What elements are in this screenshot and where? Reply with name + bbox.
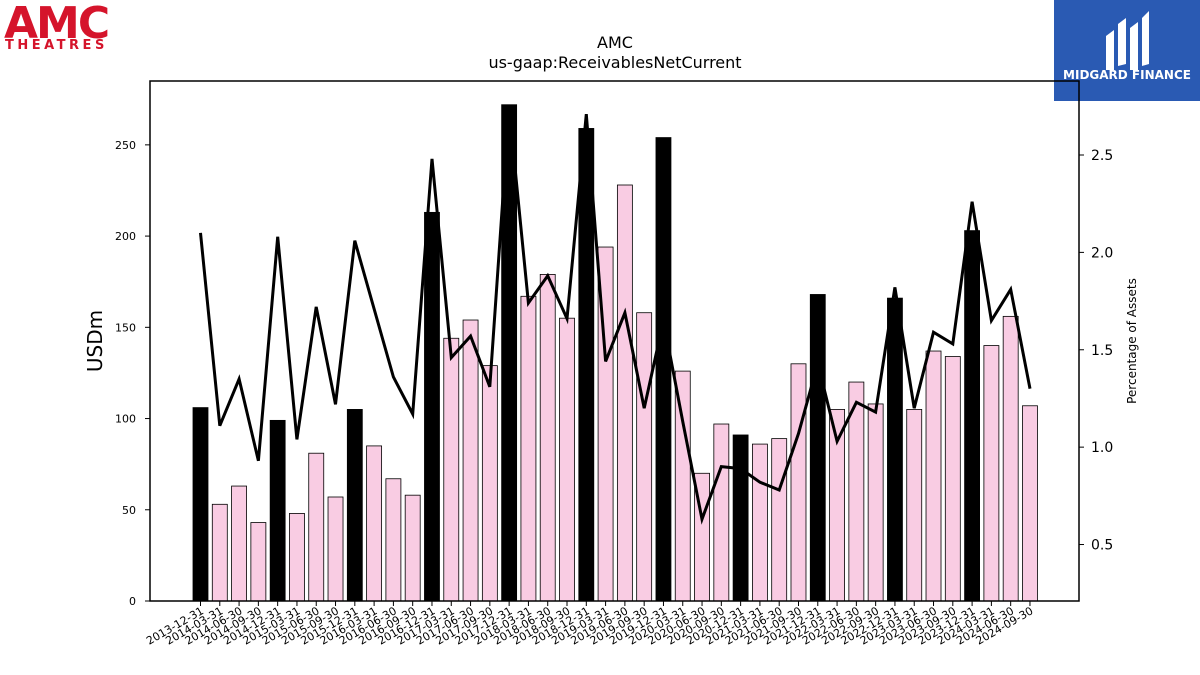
bar-2024-09-30 <box>1022 405 1038 602</box>
y-tick-label: 250 <box>115 139 136 152</box>
bar-series <box>192 104 1038 602</box>
bar-2021-09-30 <box>790 363 807 602</box>
bar-2021-12-31 <box>809 294 826 602</box>
bar-2020-12-31 <box>732 434 749 602</box>
bar-2014-03-31 <box>211 503 228 602</box>
bar-2024-06-30 <box>1002 315 1019 602</box>
bar-2016-12-31 <box>424 211 440 602</box>
bar-2018-06-30 <box>539 274 556 602</box>
y2-tick-label: 2.0 <box>1091 245 1113 261</box>
bar-2021-06-30 <box>771 438 788 602</box>
bar-2017-09-30 <box>481 365 498 602</box>
chart-subtitle: us-gaap:ReceivablesNetCurrent <box>488 53 741 72</box>
amc-logo-wordmark: AMC <box>4 0 110 49</box>
bar-2022-09-30 <box>867 403 884 602</box>
bar-2016-03-31 <box>366 445 383 602</box>
y2-axis-label: Percentage of Assets <box>1125 278 1139 404</box>
amc-logo-subtitle: THEATRES <box>5 38 108 53</box>
midgard-logo-text: MIDGARD FINANCE <box>1063 68 1191 82</box>
bar-2020-09-30 <box>713 423 730 602</box>
right-axis-ticks: 0.5 1.0 1.5 2.0 2.5 <box>1079 148 1113 554</box>
bar-2014-06-30 <box>231 485 247 602</box>
bar-2020-03-31 <box>674 370 691 602</box>
bar-2023-03-31 <box>906 409 923 602</box>
bar-2016-06-30 <box>385 478 402 602</box>
y2-tick-label: 1.0 <box>1091 440 1113 456</box>
plot-frame <box>149 80 1080 602</box>
bar-2021-03-31 <box>752 443 768 602</box>
y-tick-label: 200 <box>115 230 136 243</box>
bar-2022-12-31 <box>887 297 903 602</box>
bar-2024-03-31 <box>983 345 1000 602</box>
bar-2023-06-30 <box>925 350 942 602</box>
bar-2014-12-31 <box>269 419 286 602</box>
bar-2019-12-31 <box>655 137 672 602</box>
y-tick-label: 50 <box>122 504 136 517</box>
bar-2016-09-30 <box>404 494 421 602</box>
x-axis-ticks: 2013-12-312014-03-312014-06-302014-09-30… <box>144 601 1035 648</box>
bar-2015-06-30 <box>308 452 325 602</box>
y2-tick-label: 0.5 <box>1091 538 1113 554</box>
bar-2019-06-30 <box>616 184 633 602</box>
y-tick-label: 0 <box>129 595 136 608</box>
bar-2013-12-31 <box>192 407 209 602</box>
y2-tick-label: 2.5 <box>1091 148 1113 164</box>
bar-2015-09-30 <box>327 496 344 602</box>
bar-2017-06-30 <box>462 319 479 602</box>
y-axis-label: USDm <box>83 310 107 372</box>
bar-2023-12-31 <box>964 230 980 602</box>
bar-2018-09-30 <box>559 317 575 602</box>
bar-2018-03-31 <box>520 295 537 602</box>
amc-theatres-logo: AMC THEATRES <box>0 0 140 60</box>
bar-2023-09-30 <box>944 356 961 602</box>
left-axis-ticks: 0 50 100 150 200 250 <box>115 139 150 608</box>
bar-2015-12-31 <box>346 409 363 602</box>
bar-2015-03-31 <box>289 513 305 602</box>
y-tick-label: 100 <box>115 413 136 426</box>
y2-tick-label: 1.5 <box>1091 343 1113 359</box>
chart-title: AMC <box>597 33 633 52</box>
y-tick-label: 150 <box>115 321 136 334</box>
bar-2019-09-30 <box>636 312 653 602</box>
bar-2017-03-31 <box>443 337 460 602</box>
percentage-of-assets-line <box>199 108 1032 525</box>
bar-2014-09-30 <box>250 522 267 602</box>
